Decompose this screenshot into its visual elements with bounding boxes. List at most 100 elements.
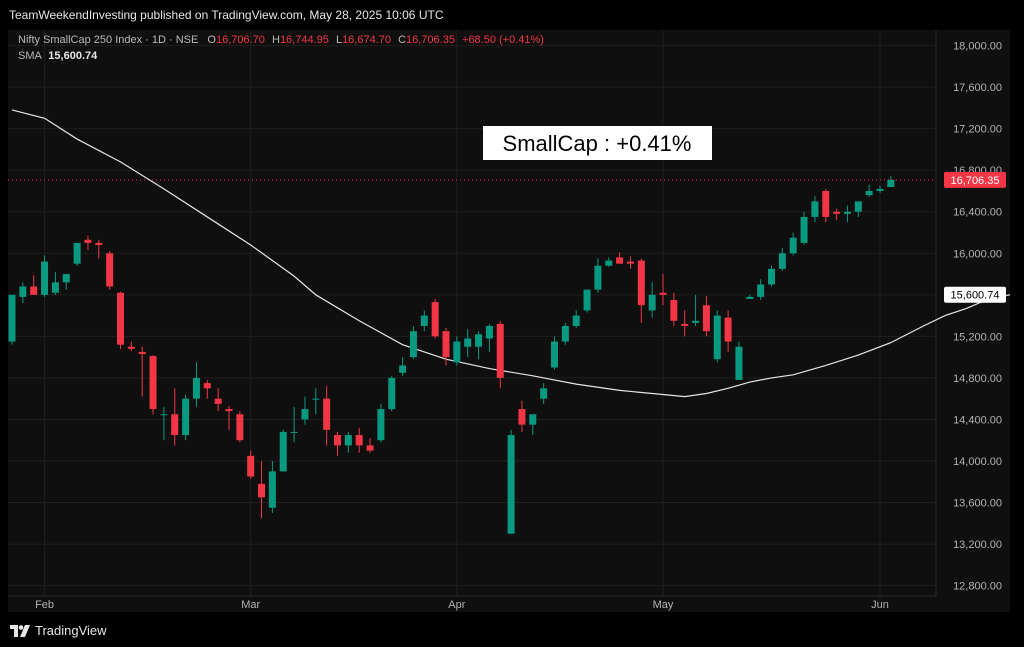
candle-body-down[interactable] (138, 351, 146, 355)
candle-body-up[interactable] (301, 409, 309, 420)
candle-body-up[interactable] (160, 414, 168, 416)
candle-body-down[interactable] (822, 190, 830, 217)
candle-body-down[interactable] (681, 323, 689, 326)
candle-body-up[interactable] (377, 409, 385, 441)
candle-body-down[interactable] (214, 398, 222, 404)
candle-body-up[interactable] (290, 431, 298, 433)
candle-body-up[interactable] (800, 216, 808, 243)
candle-body-up[interactable] (192, 377, 200, 399)
candle-body-up[interactable] (865, 190, 873, 196)
candle-body-down[interactable] (724, 317, 732, 342)
candlestick-chart[interactable]: 12,800.00 13,200.00 13,600.00 14,000.00 14,4… (8, 30, 1010, 612)
candle-body-up[interactable] (540, 388, 548, 399)
change-value: +68.50 (+0.41%) (462, 34, 544, 46)
candle-body-up[interactable] (485, 325, 493, 339)
candle-body-up[interactable] (713, 315, 721, 360)
candle-body-up[interactable] (73, 242, 81, 264)
candle-body-down[interactable] (334, 435, 341, 446)
candle-body-down[interactable] (258, 483, 266, 498)
candle-body-down[interactable] (626, 261, 634, 264)
candle-body-up[interactable] (182, 398, 190, 436)
candle-body-up[interactable] (388, 377, 396, 410)
candle-body-up[interactable] (464, 338, 472, 347)
candle-body-down[interactable] (833, 211, 841, 214)
candle-body-down[interactable] (518, 409, 526, 425)
candle-body-down[interactable] (149, 356, 157, 410)
candle-body-up[interactable] (583, 289, 591, 311)
candle-body-up[interactable] (51, 282, 59, 293)
candle-body-down[interactable] (637, 260, 645, 306)
candle-body-down[interactable] (225, 409, 233, 412)
candle-body-up[interactable] (344, 435, 352, 446)
candle-body-up[interactable] (789, 237, 797, 254)
candle-body-up[interactable] (551, 341, 558, 368)
candle-body-up[interactable] (605, 260, 613, 266)
candle-body-down[interactable] (366, 445, 374, 451)
sma-label: SMA (18, 50, 42, 62)
candle-body-up[interactable] (409, 331, 417, 358)
candle-body-down[interactable] (355, 435, 363, 446)
x-tick-label: Jun (871, 599, 889, 611)
low-label: L (335, 34, 343, 46)
candle-body-down[interactable] (203, 383, 211, 389)
candle-body-up[interactable] (507, 435, 515, 534)
candle-body-down[interactable] (84, 239, 92, 243)
candle-body-up[interactable] (19, 286, 27, 297)
last-price-badge (944, 171, 1006, 188)
candle-body-up[interactable] (399, 365, 407, 373)
candle-body-up[interactable] (8, 294, 16, 342)
candle-body-up[interactable] (594, 265, 602, 290)
tradingview-footer[interactable]: TradingView (10, 623, 107, 638)
candle-body-down[interactable] (106, 253, 114, 287)
candle-body-up[interactable] (268, 471, 276, 508)
candle-body-up[interactable] (757, 284, 765, 297)
candle-body-up[interactable] (735, 346, 743, 380)
candle-body-up[interactable] (41, 261, 49, 295)
candle-body-down[interactable] (442, 331, 450, 358)
candle-body-down[interactable] (236, 414, 244, 441)
candle-body-up[interactable] (692, 320, 700, 323)
candle-body-up[interactable] (312, 398, 320, 400)
candle-body-up[interactable] (854, 201, 862, 212)
close-label: C (398, 34, 407, 46)
symbol-label: Nifty SmallCap 250 Index · 1D · NSE (18, 34, 199, 46)
candle-body-up[interactable] (420, 315, 428, 326)
candle-body-down[interactable] (95, 242, 103, 245)
candle-body-up[interactable] (746, 296, 754, 299)
candle-body-down[interactable] (496, 323, 504, 378)
candle-body-down[interactable] (171, 414, 179, 436)
open-value: 16,706.70 (215, 34, 265, 46)
y-tick-label: 15,200.00 (953, 331, 1002, 343)
candle-body-down[interactable] (431, 302, 439, 337)
candle-body-down[interactable] (670, 300, 678, 321)
candle-body-down[interactable] (127, 346, 135, 349)
candle-body-up[interactable] (529, 414, 537, 425)
candle-body-up[interactable] (768, 268, 775, 285)
chart-area[interactable]: 12,800.00 13,200.00 13,600.00 14,000.00 14,4… (8, 30, 1010, 612)
candle-body-up[interactable] (561, 325, 569, 342)
candle-body-down[interactable] (659, 292, 667, 295)
candle-body-up[interactable] (453, 341, 461, 363)
y-tick-label: 14,800.00 (953, 373, 1002, 385)
tradingview-logo-icon (10, 624, 30, 637)
candle-body-down[interactable] (117, 292, 124, 345)
candle-body-up[interactable] (778, 253, 786, 269)
candle-body-down[interactable] (702, 305, 710, 332)
candle-body-down[interactable] (247, 455, 255, 477)
candle-body-up[interactable] (887, 179, 895, 188)
candle-body-up[interactable] (811, 201, 819, 217)
candle-body-down[interactable] (616, 257, 624, 264)
candle-body-up[interactable] (572, 315, 580, 326)
candle-body-up[interactable] (62, 274, 70, 283)
x-tick-label: Feb (35, 599, 54, 611)
candle-body-down[interactable] (323, 398, 331, 430)
candle-body-up[interactable] (648, 294, 656, 311)
candle-body-up[interactable] (279, 431, 287, 472)
open-label: O (207, 34, 216, 46)
candle-body-up[interactable] (876, 188, 884, 191)
candle-body-up[interactable] (843, 211, 851, 214)
candle-body-up[interactable] (475, 334, 483, 347)
candle-body-down[interactable] (30, 286, 38, 295)
annotation-text: SmallCap : +0.41% (503, 131, 692, 156)
close-value: 16,706.35 (406, 34, 455, 46)
